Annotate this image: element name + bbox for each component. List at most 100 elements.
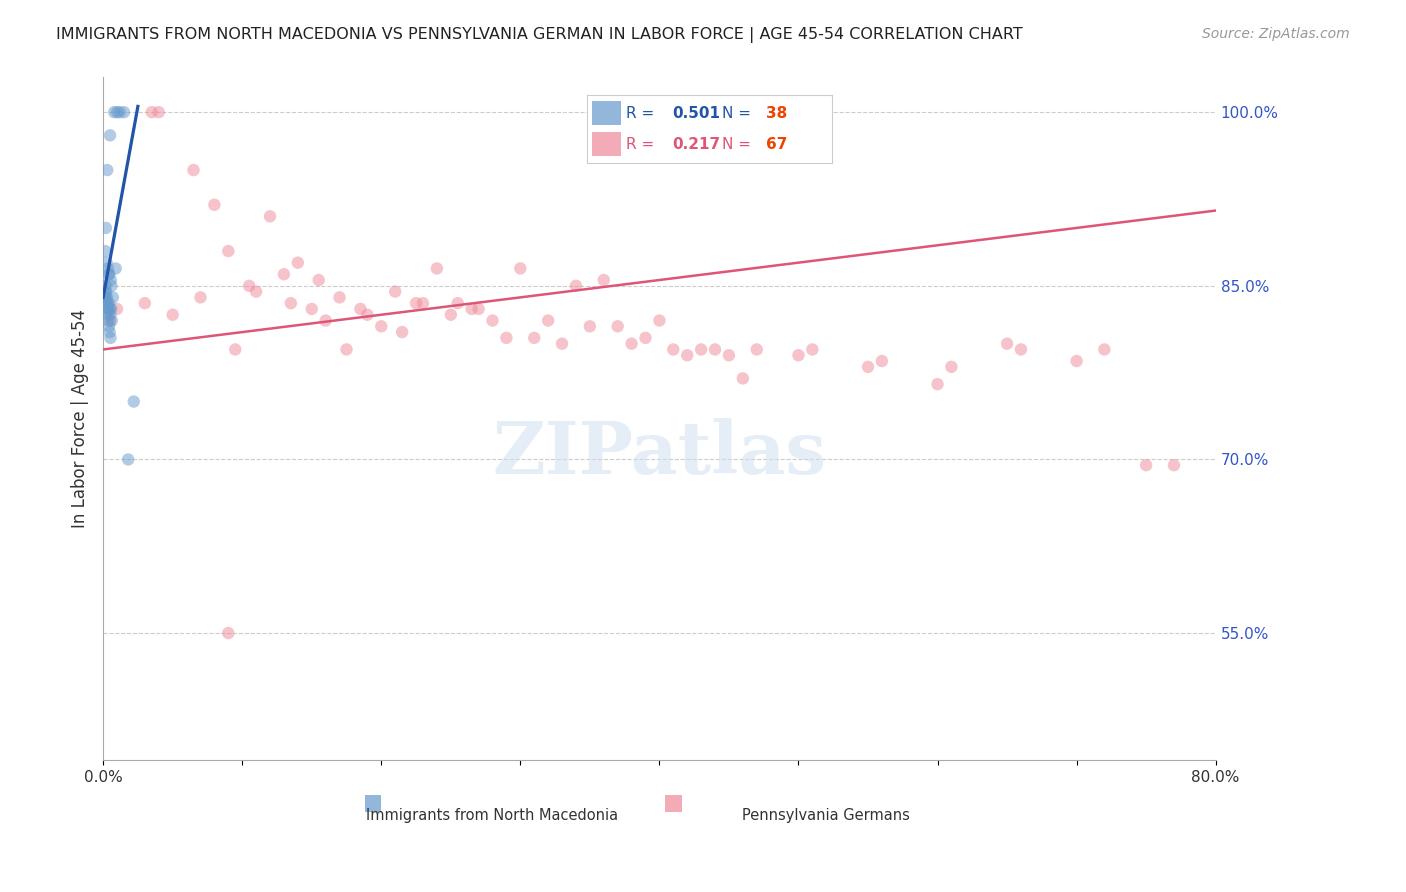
Point: [98, 128, 121, 143]
Point: [224, 343, 246, 357]
Point: [349, 301, 371, 316]
Point: [238, 278, 260, 293]
Point: [117, 452, 139, 467]
Point: [94, 221, 117, 235]
Point: [96, 296, 118, 310]
Point: [509, 261, 531, 276]
Point: [1135, 458, 1157, 473]
Point: [440, 308, 463, 322]
Point: [634, 331, 657, 345]
Point: [103, 105, 125, 120]
Point: [94, 278, 117, 293]
Point: [280, 296, 302, 310]
Point: [97, 301, 120, 316]
Text: ZIPatlas: ZIPatlas: [492, 417, 827, 489]
Point: [731, 371, 754, 385]
Point: [98, 319, 121, 334]
Point: [620, 336, 643, 351]
Bar: [665, 795, 682, 812]
Point: [94, 285, 117, 299]
Point: [141, 105, 163, 120]
Point: [537, 313, 560, 327]
Point: [96, 255, 118, 269]
Point: [335, 343, 357, 357]
Point: [100, 278, 122, 293]
Point: [122, 394, 145, 409]
Point: [96, 163, 118, 178]
Point: [98, 301, 121, 316]
Point: [370, 319, 392, 334]
Point: [94, 290, 117, 304]
Point: [100, 301, 122, 316]
Point: [98, 296, 121, 310]
Point: [162, 308, 184, 322]
Point: [98, 325, 121, 339]
Point: [94, 244, 117, 258]
Point: [100, 331, 122, 345]
Point: [94, 290, 117, 304]
Point: [190, 290, 212, 304]
Point: [101, 290, 124, 304]
Point: [704, 343, 727, 357]
Point: [98, 313, 121, 327]
Point: [259, 210, 281, 224]
Point: [100, 313, 122, 327]
Text: Immigrants from North Macedonia: Immigrants from North Macedonia: [367, 808, 619, 823]
Point: [426, 261, 449, 276]
Point: [97, 261, 120, 276]
Text: Source: ZipAtlas.com: Source: ZipAtlas.com: [1202, 27, 1350, 41]
Point: [676, 348, 699, 362]
Point: [96, 285, 118, 299]
Point: [356, 308, 378, 322]
Point: [405, 296, 427, 310]
Point: [134, 296, 156, 310]
Point: [1163, 458, 1185, 473]
Point: [112, 105, 135, 120]
Point: [941, 359, 963, 374]
Point: [565, 278, 588, 293]
Point: [460, 301, 482, 316]
Point: [648, 313, 671, 327]
Bar: [364, 795, 381, 812]
Point: [592, 273, 614, 287]
Point: [96, 301, 118, 316]
Point: [308, 273, 330, 287]
Point: [495, 331, 517, 345]
Point: [183, 163, 205, 178]
Point: [787, 348, 810, 362]
Point: [927, 377, 949, 392]
Point: [287, 255, 309, 269]
Point: [856, 359, 879, 374]
Point: [217, 626, 239, 640]
Point: [301, 301, 323, 316]
Point: [745, 343, 768, 357]
Point: [467, 301, 489, 316]
Point: [273, 267, 295, 281]
Point: [1066, 354, 1088, 368]
Text: IMMIGRANTS FROM NORTH MACEDONIA VS PENNSYLVANIA GERMAN IN LABOR FORCE | AGE 45-5: IMMIGRANTS FROM NORTH MACEDONIA VS PENNS…: [56, 27, 1024, 43]
Point: [315, 313, 337, 327]
Point: [105, 301, 128, 316]
Point: [1092, 343, 1115, 357]
Point: [96, 290, 118, 304]
Point: [412, 296, 434, 310]
Point: [104, 261, 127, 276]
Point: [384, 285, 406, 299]
Point: [97, 308, 120, 322]
Point: [97, 296, 120, 310]
Y-axis label: In Labor Force | Age 45-54: In Labor Force | Age 45-54: [72, 310, 89, 528]
Point: [100, 273, 122, 287]
Point: [98, 267, 121, 281]
Point: [105, 105, 128, 120]
Point: [870, 354, 893, 368]
Point: [202, 198, 225, 212]
Point: [97, 267, 120, 281]
Point: [801, 343, 824, 357]
Point: [217, 244, 239, 258]
Point: [523, 331, 546, 345]
Point: [690, 343, 713, 357]
Point: [447, 296, 470, 310]
Point: [98, 308, 121, 322]
Point: [995, 336, 1018, 351]
Text: Pennsylvania Germans: Pennsylvania Germans: [742, 808, 910, 823]
